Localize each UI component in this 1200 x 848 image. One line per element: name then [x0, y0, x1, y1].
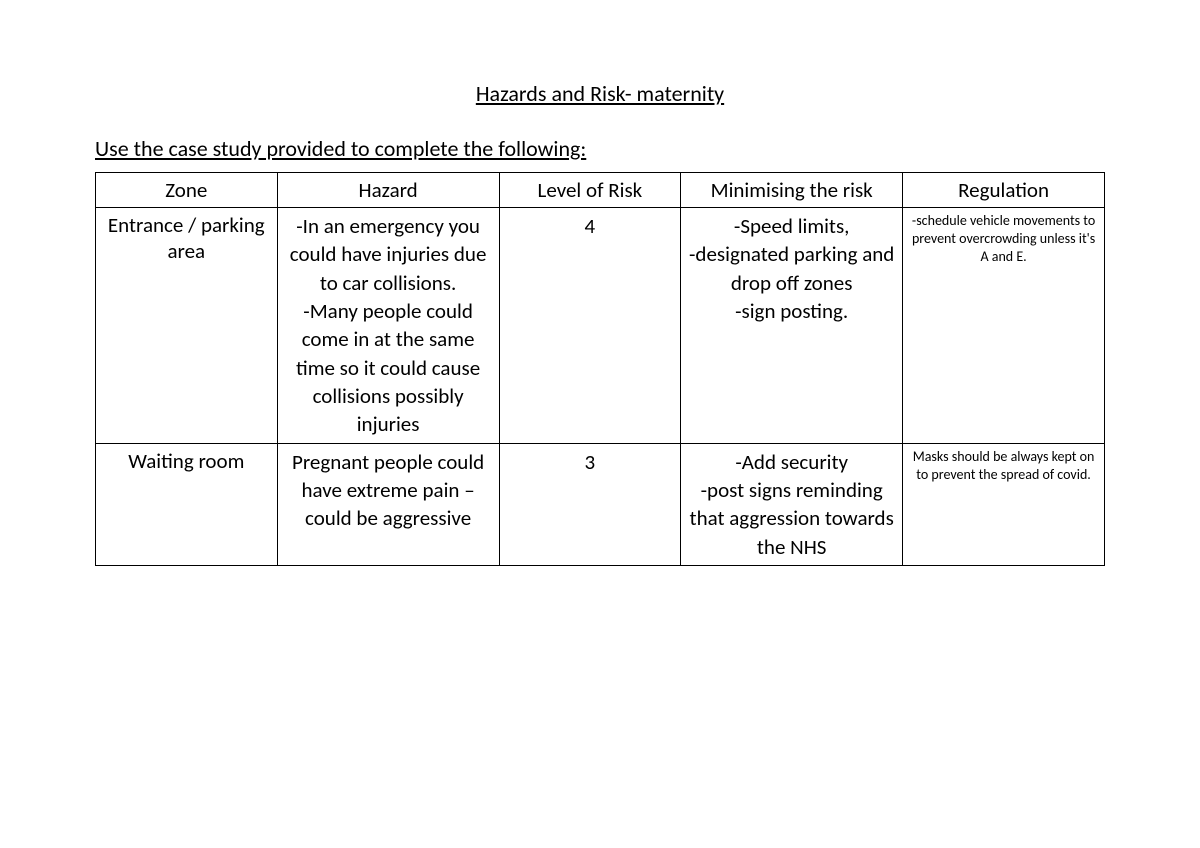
cell-level: 4 [499, 208, 681, 444]
cell-regulation: -schedule vehicle movements to prevent o… [903, 208, 1105, 444]
cell-zone: Entrance / parking area [96, 208, 278, 444]
header-minimise: Minimising the risk [681, 173, 903, 208]
cell-regulation: Masks should be always kept on to preven… [903, 443, 1105, 565]
cell-minimise: -Speed limits,-designated parking and dr… [681, 208, 903, 444]
header-regulation: Regulation [903, 173, 1105, 208]
page-title: Hazards and Risk- maternity [95, 80, 1105, 107]
cell-zone: Waiting room [96, 443, 278, 565]
cell-hazard: Pregnant people could have extreme pain … [277, 443, 499, 565]
cell-minimise: -Add security-post signs reminding that … [681, 443, 903, 565]
header-zone: Zone [96, 173, 278, 208]
table-row: Entrance / parking area -In an emergency… [96, 208, 1105, 444]
instruction-text: Use the case study provided to complete … [95, 135, 1105, 162]
header-hazard: Hazard [277, 173, 499, 208]
cell-hazard: -In an emergency you could have injuries… [277, 208, 499, 444]
hazards-table: Zone Hazard Level of Risk Minimising the… [95, 172, 1105, 566]
cell-level: 3 [499, 443, 681, 565]
table-row: Waiting room Pregnant people could have … [96, 443, 1105, 565]
header-level: Level of Risk [499, 173, 681, 208]
table-header-row: Zone Hazard Level of Risk Minimising the… [96, 173, 1105, 208]
